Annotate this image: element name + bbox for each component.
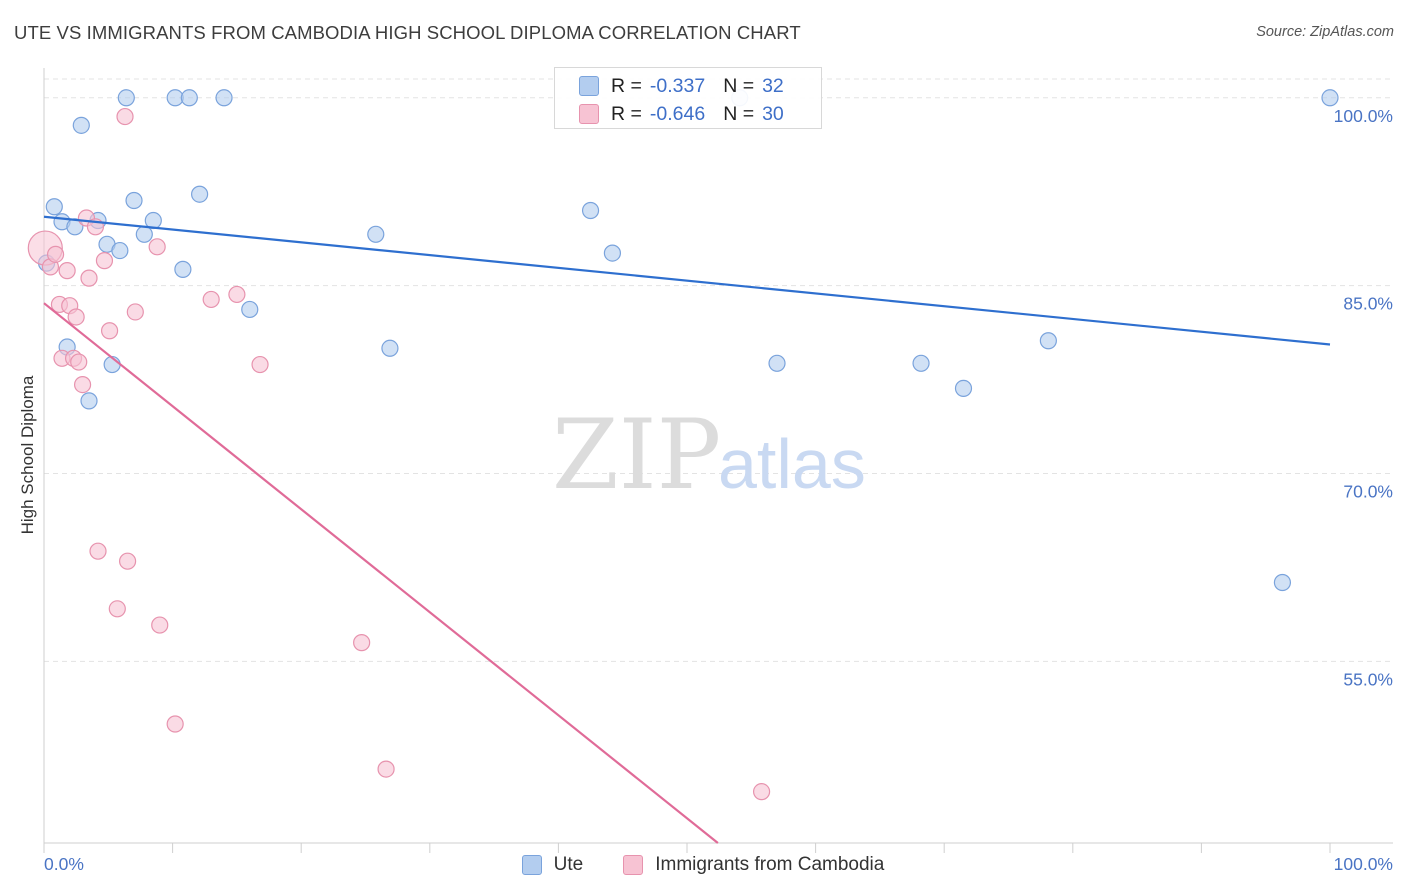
- r-label: R =: [611, 74, 642, 97]
- source-label: Source: ZipAtlas.com: [1256, 24, 1394, 40]
- cambodia-n-value: 30: [762, 102, 784, 125]
- n-label: N =: [723, 102, 755, 125]
- cambodia-point: [228, 285, 246, 304]
- legend-item-cambodia[interactable]: Immigrants from Cambodia: [623, 854, 884, 876]
- ute-point: [111, 241, 129, 260]
- x-tick-label: 100.0%: [1334, 854, 1393, 874]
- cambodia-point: [166, 715, 184, 733]
- cambodia-point: [353, 634, 371, 652]
- ute-point: [768, 354, 786, 372]
- cambodia-r-value: -0.646: [649, 102, 706, 125]
- ute-point: [381, 339, 399, 357]
- ute-point: [174, 260, 192, 278]
- y-tick-label: 85.0%: [1343, 294, 1393, 314]
- ute-point: [954, 379, 973, 397]
- r-label: R =: [611, 102, 642, 125]
- legend-label-ute: Ute: [553, 854, 584, 875]
- legend-row-cambodia: R = -0.646 N = 30: [579, 101, 784, 127]
- ute-point: [215, 89, 233, 107]
- cambodia-point: [116, 107, 134, 126]
- ute-point: [603, 244, 622, 262]
- cambodia-point: [80, 269, 98, 287]
- ute-point: [45, 198, 63, 216]
- ute-point: [1321, 89, 1339, 107]
- ute-swatch: [579, 76, 599, 96]
- ute-point: [117, 89, 135, 107]
- cambodia-point: [202, 290, 220, 309]
- y-tick-label: 100.0%: [1334, 106, 1393, 126]
- legend-row-ute: R = -0.337 N = 32: [579, 73, 784, 99]
- series-legend: Ute Immigrants from Cambodia: [0, 852, 1406, 878]
- ute-trend-line: [43, 215, 1331, 346]
- ute-point: [80, 392, 98, 410]
- cambodia-point: [95, 252, 114, 270]
- legend-item-ute[interactable]: Ute: [521, 854, 584, 876]
- cambodia-point: [752, 783, 771, 801]
- ute-point: [367, 225, 385, 243]
- cambodia-point: [108, 600, 126, 618]
- cambodia-point: [148, 238, 166, 256]
- trend-lines: [43, 215, 1331, 844]
- cambodia-swatch: [579, 104, 599, 124]
- cambodia-point: [126, 303, 144, 321]
- ute-point: [180, 89, 198, 107]
- cambodia-point: [100, 322, 119, 340]
- cambodia-point: [67, 308, 85, 326]
- ute-n-value: 32: [762, 74, 784, 97]
- ute-swatch: [521, 855, 542, 875]
- stats-legend: R = -0.337 N = 32 R = -0.646 N = 30: [554, 67, 822, 129]
- watermark: ZIP atlas: [552, 399, 866, 511]
- cambodia-point: [118, 552, 137, 570]
- n-label: N =: [723, 74, 755, 97]
- cambodia-swatch: [623, 855, 644, 875]
- cambodia-point: [73, 376, 92, 394]
- cambodia-point: [151, 616, 169, 634]
- ute-point: [72, 116, 90, 134]
- chart-title: UTE VS IMMIGRANTS FROM CAMBODIA HIGH SCH…: [14, 22, 801, 43]
- ute-point: [1039, 332, 1057, 350]
- y-tick-label: 55.0%: [1343, 669, 1393, 689]
- cambodia-point: [251, 355, 269, 374]
- cambodia-point: [89, 542, 107, 560]
- x-tick-label: 0.0%: [44, 854, 84, 874]
- cambodia-point: [46, 245, 65, 263]
- cambodia-point: [70, 353, 88, 371]
- legend-label-cambodia: Immigrants from Cambodia: [655, 854, 885, 875]
- axes: [43, 68, 1393, 853]
- watermark-atlas: atlas: [718, 425, 866, 503]
- y-tick-label: 70.0%: [1343, 482, 1393, 502]
- y-tick-labels: 55.0% 70.0% 85.0% 100.0%: [1334, 106, 1393, 690]
- ute-point: [581, 201, 600, 220]
- ute-point: [1273, 573, 1292, 592]
- ute-point: [241, 300, 259, 319]
- data-points: [27, 89, 1339, 801]
- cambodia-point: [377, 760, 395, 778]
- ute-point: [912, 354, 930, 372]
- ute-point: [125, 191, 143, 210]
- watermark-zip: ZIP: [552, 399, 721, 511]
- x-tick-labels: 0.0% 100.0%: [44, 854, 1393, 874]
- cambodia-point: [58, 262, 76, 280]
- cambodia-trend-line: [43, 302, 719, 844]
- ute-r-value: -0.337: [649, 74, 706, 97]
- grid-lines: [44, 78, 1390, 662]
- ute-point: [191, 185, 209, 203]
- ute-point: [135, 225, 153, 243]
